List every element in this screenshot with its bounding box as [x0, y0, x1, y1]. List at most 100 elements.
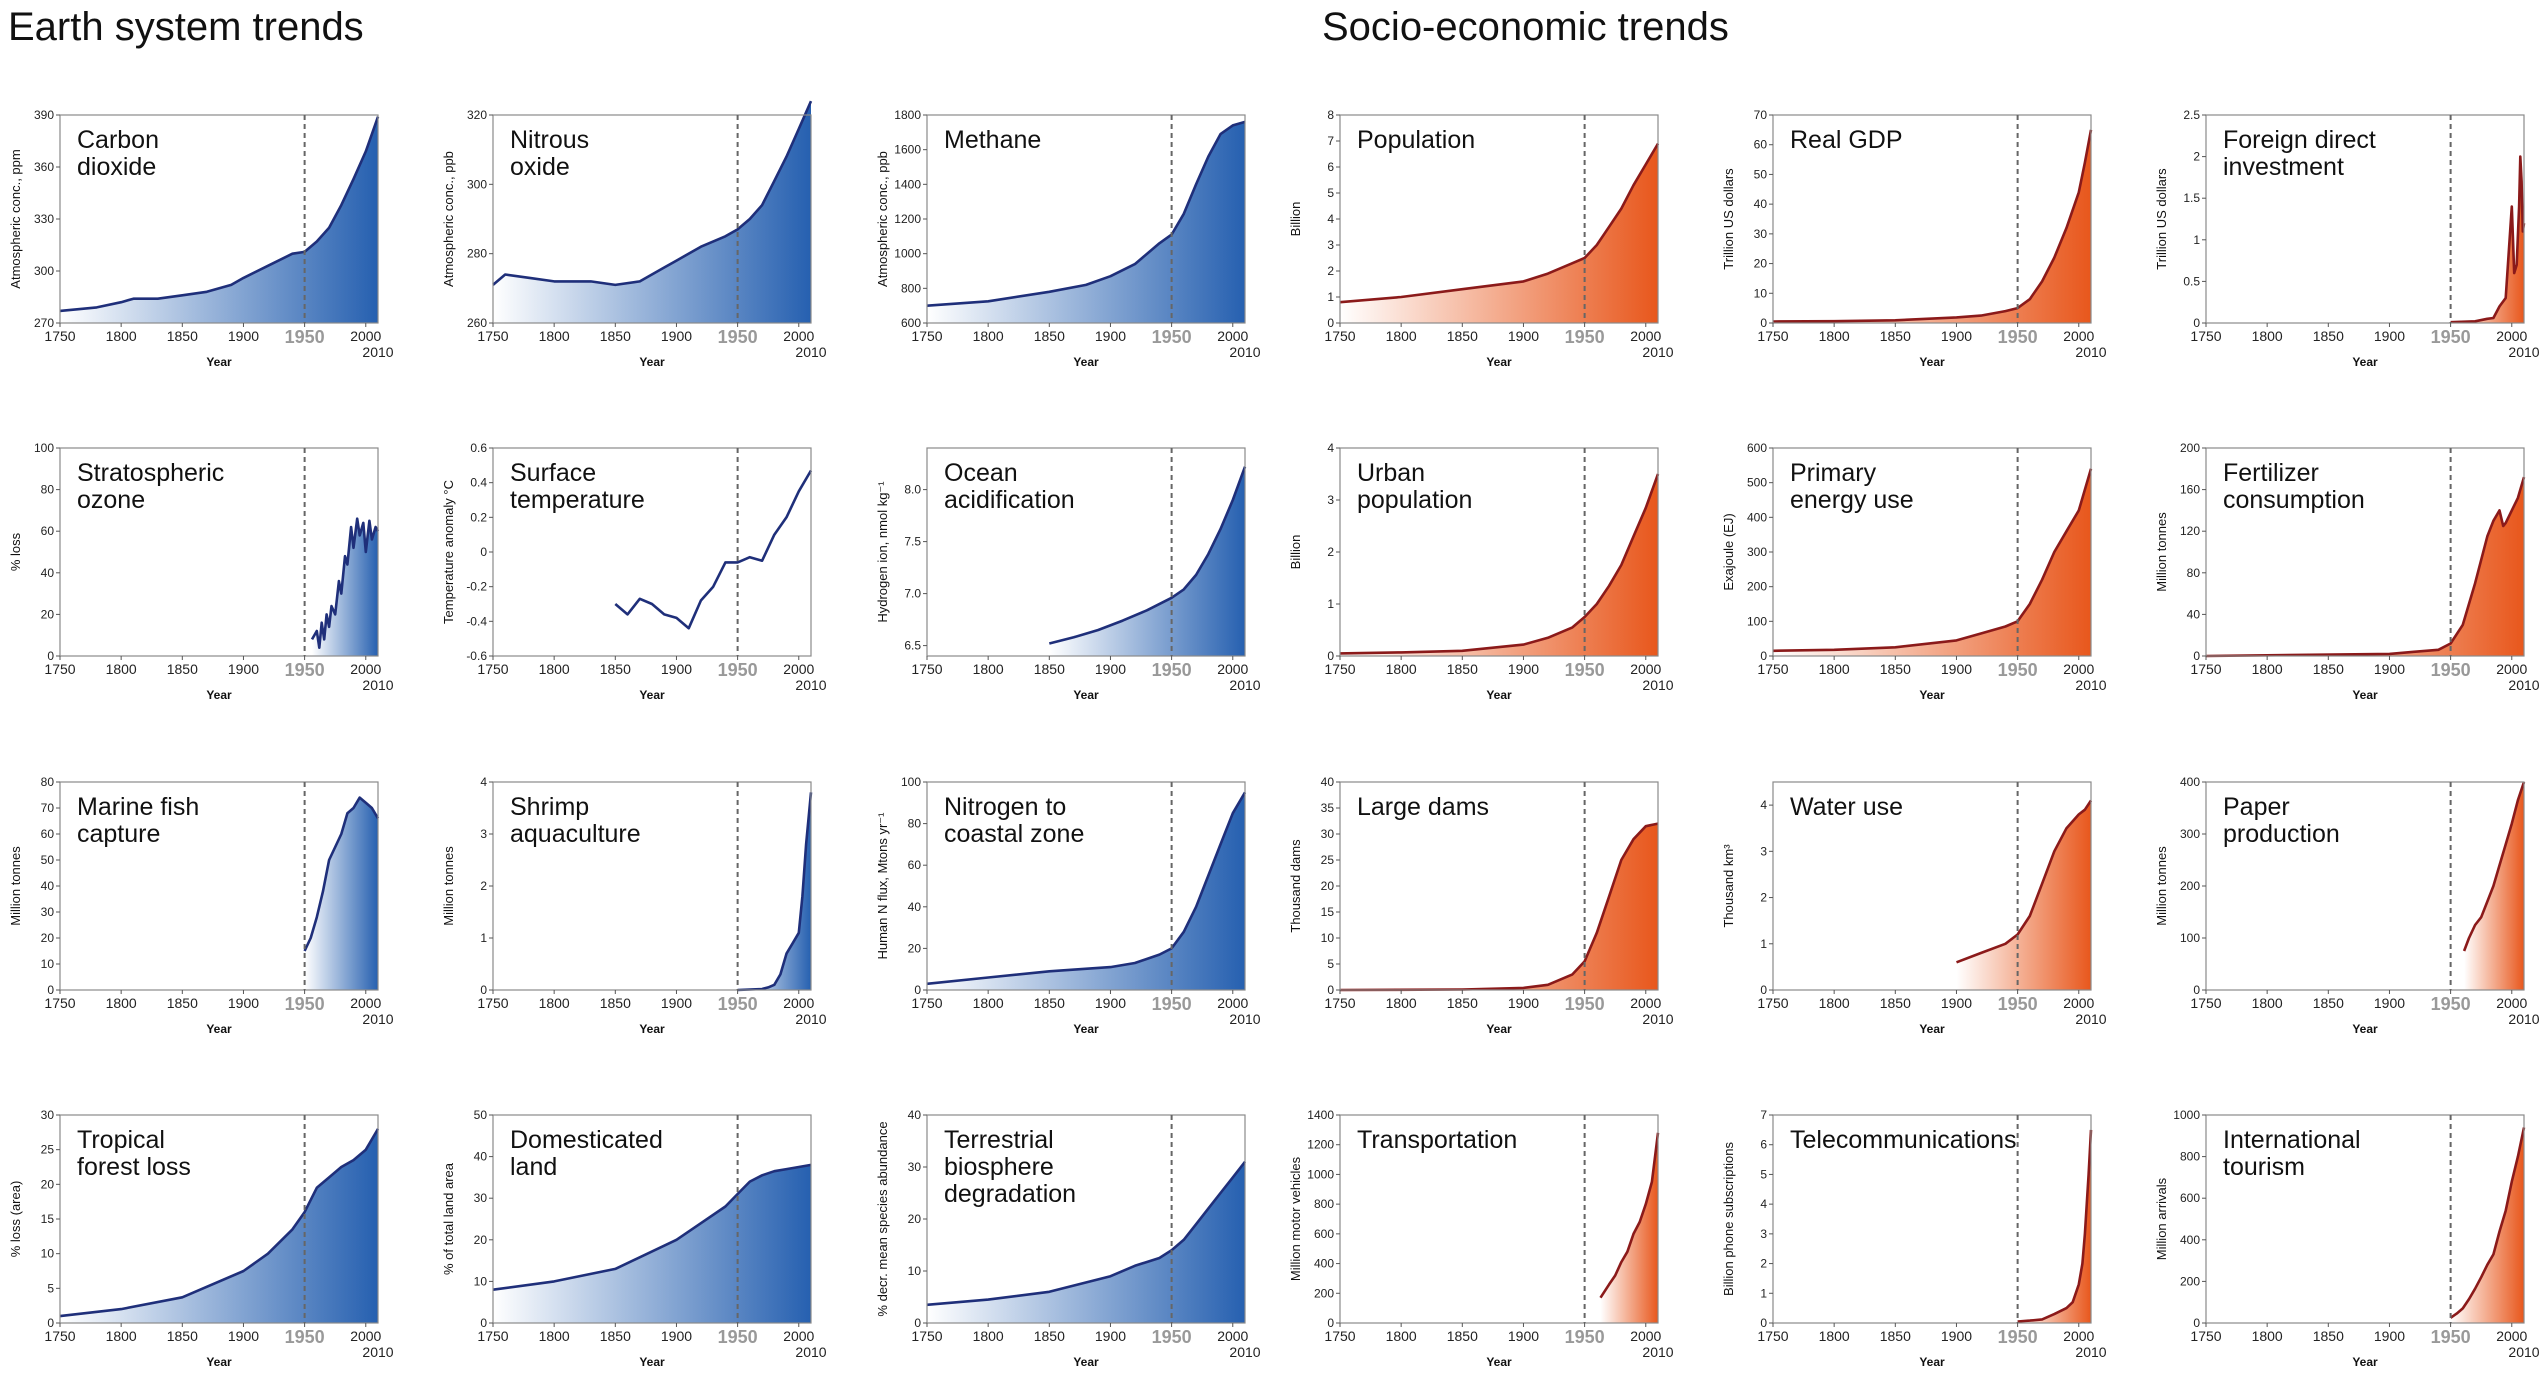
- x-tick-label-end: 2010: [2508, 677, 2539, 693]
- x-tick-label: 1800: [2252, 995, 2283, 1011]
- y-tick-label: 7: [1327, 134, 1334, 148]
- x-axis-label: Year: [1073, 1355, 1099, 1369]
- x-tick-label: 2000: [1217, 328, 1248, 344]
- y-tick-label: 0.4: [470, 476, 487, 490]
- x-tick-label: 1850: [1447, 995, 1478, 1011]
- y-tick-label: 80: [41, 483, 55, 497]
- x-tick-label: 1950: [285, 660, 325, 680]
- x-tick-label: 1900: [1508, 1328, 1539, 1344]
- x-axis-label: Year: [1486, 1355, 1512, 1369]
- y-tick-label: 15: [1321, 905, 1335, 919]
- x-tick-label: 1750: [2190, 661, 2221, 677]
- y-tick-label: 200: [2180, 879, 2200, 893]
- x-tick-label: 1950: [1565, 327, 1605, 347]
- x-tick-label: 1750: [44, 661, 75, 677]
- x-tick-label: 1800: [1386, 1328, 1417, 1344]
- chart-title-line: Large dams: [1357, 793, 1489, 821]
- x-tick-label: 1750: [44, 1328, 75, 1344]
- x-tick-label: 1750: [1324, 995, 1355, 1011]
- chart-title-line: Nitrogen to: [944, 793, 1066, 821]
- x-tick-label-end: 2010: [2075, 677, 2106, 693]
- x-tick-label: 1850: [167, 995, 198, 1011]
- y-tick-label: 1: [2193, 233, 2200, 247]
- x-tick-label: 1900: [2374, 1328, 2405, 1344]
- series-line: [1772, 129, 2093, 323]
- y-axis-label: Atmospheric conc., ppb: [441, 151, 456, 287]
- x-tick-label-end: 2010: [1642, 344, 1673, 360]
- y-tick-label: 1000: [2173, 1108, 2200, 1122]
- x-tick-label: 1950: [1998, 994, 2038, 1014]
- series-area: [1340, 823, 1658, 990]
- y-tick-label: 0: [2193, 316, 2200, 330]
- x-tick-label: 1850: [1034, 661, 1065, 677]
- x-tick-label-end: 2010: [362, 1344, 393, 1360]
- chart-title-line: aquaculture: [510, 820, 641, 848]
- series-area: [1773, 468, 2091, 656]
- x-tick-label-end: 2010: [1229, 1344, 1260, 1360]
- x-axis-label: Year: [1073, 355, 1099, 369]
- y-axis-label: Billion phone subscriptions: [1721, 1142, 1736, 1296]
- x-axis-label: Year: [1919, 688, 1945, 702]
- series-area: [1956, 800, 2091, 990]
- y-tick-label: 500: [1747, 476, 1767, 490]
- x-tick-label: 1950: [718, 994, 758, 1014]
- x-tick-label: 1850: [2313, 1328, 2344, 1344]
- x-tick-label: 1850: [1880, 1328, 1911, 1344]
- chart-title-line: tourism: [2223, 1153, 2305, 1181]
- y-tick-label: 160: [2180, 483, 2200, 497]
- x-tick-label: 1950: [718, 327, 758, 347]
- x-tick-label: 1900: [1941, 1328, 1972, 1344]
- x-tick-label: 1800: [106, 328, 137, 344]
- plot-frame: [59, 447, 379, 657]
- y-axis-label: Atmospheric conc., ppb: [875, 151, 890, 287]
- y-tick-label: 330: [34, 212, 54, 226]
- x-tick-label: 1800: [973, 995, 1004, 1011]
- y-tick-label: 100: [1747, 614, 1767, 628]
- y-tick-label: 1800: [894, 108, 921, 122]
- y-axis-label: Million tonnes: [2154, 512, 2169, 592]
- x-tick-label: 1800: [106, 661, 137, 677]
- socio-section-title: Socio-economic trends: [1322, 5, 1729, 49]
- chart-title-line: Urban: [1357, 459, 1425, 487]
- series-line: [492, 1163, 812, 1291]
- x-tick-label: 1900: [1095, 328, 1126, 344]
- y-axis-label: Exajoule (EJ): [1721, 513, 1736, 590]
- x-tick-label: 1850: [1880, 661, 1911, 677]
- x-tick-label: 1800: [2252, 661, 2283, 677]
- x-tick-label: 1750: [477, 1328, 508, 1344]
- y-tick-label: 800: [1314, 1197, 1334, 1211]
- x-tick-label: 2000: [2063, 661, 2094, 677]
- y-tick-label: 1000: [894, 247, 921, 261]
- series-area: [1049, 466, 1245, 656]
- chart-title-line: dioxide: [77, 153, 156, 181]
- x-tick-label: 1850: [2313, 995, 2344, 1011]
- x-tick-label: 1750: [1757, 328, 1788, 344]
- series-area: [927, 1161, 1245, 1323]
- y-tick-label: 0: [1760, 1316, 1767, 1330]
- x-tick-label: 1850: [1034, 328, 1065, 344]
- chart-title-line: energy use: [1790, 486, 1914, 514]
- y-tick-label: 0: [1327, 316, 1334, 330]
- x-tick-label-end: 2010: [2075, 1011, 2106, 1027]
- y-tick-label: 2.5: [2183, 108, 2200, 122]
- chart-title-line: ozone: [77, 486, 145, 514]
- x-tick-label: 1800: [1819, 328, 1850, 344]
- y-tick-label: 0: [1327, 983, 1334, 997]
- x-tick-label: 1900: [661, 661, 692, 677]
- x-axis-label: Year: [2352, 688, 2378, 702]
- x-tick-label: 1850: [167, 328, 198, 344]
- y-axis-label: Thousand km³: [1721, 844, 1736, 928]
- series-line: [614, 469, 813, 630]
- series-area: [493, 101, 811, 323]
- x-tick-label: 1750: [911, 995, 942, 1011]
- x-tick-label: 2000: [783, 1328, 814, 1344]
- series-line: [303, 796, 380, 952]
- y-tick-label: 1: [480, 931, 487, 945]
- x-tick-label: 1900: [1095, 661, 1126, 677]
- x-axis-label: Year: [639, 355, 665, 369]
- x-tick-label: 2000: [1217, 1328, 1248, 1344]
